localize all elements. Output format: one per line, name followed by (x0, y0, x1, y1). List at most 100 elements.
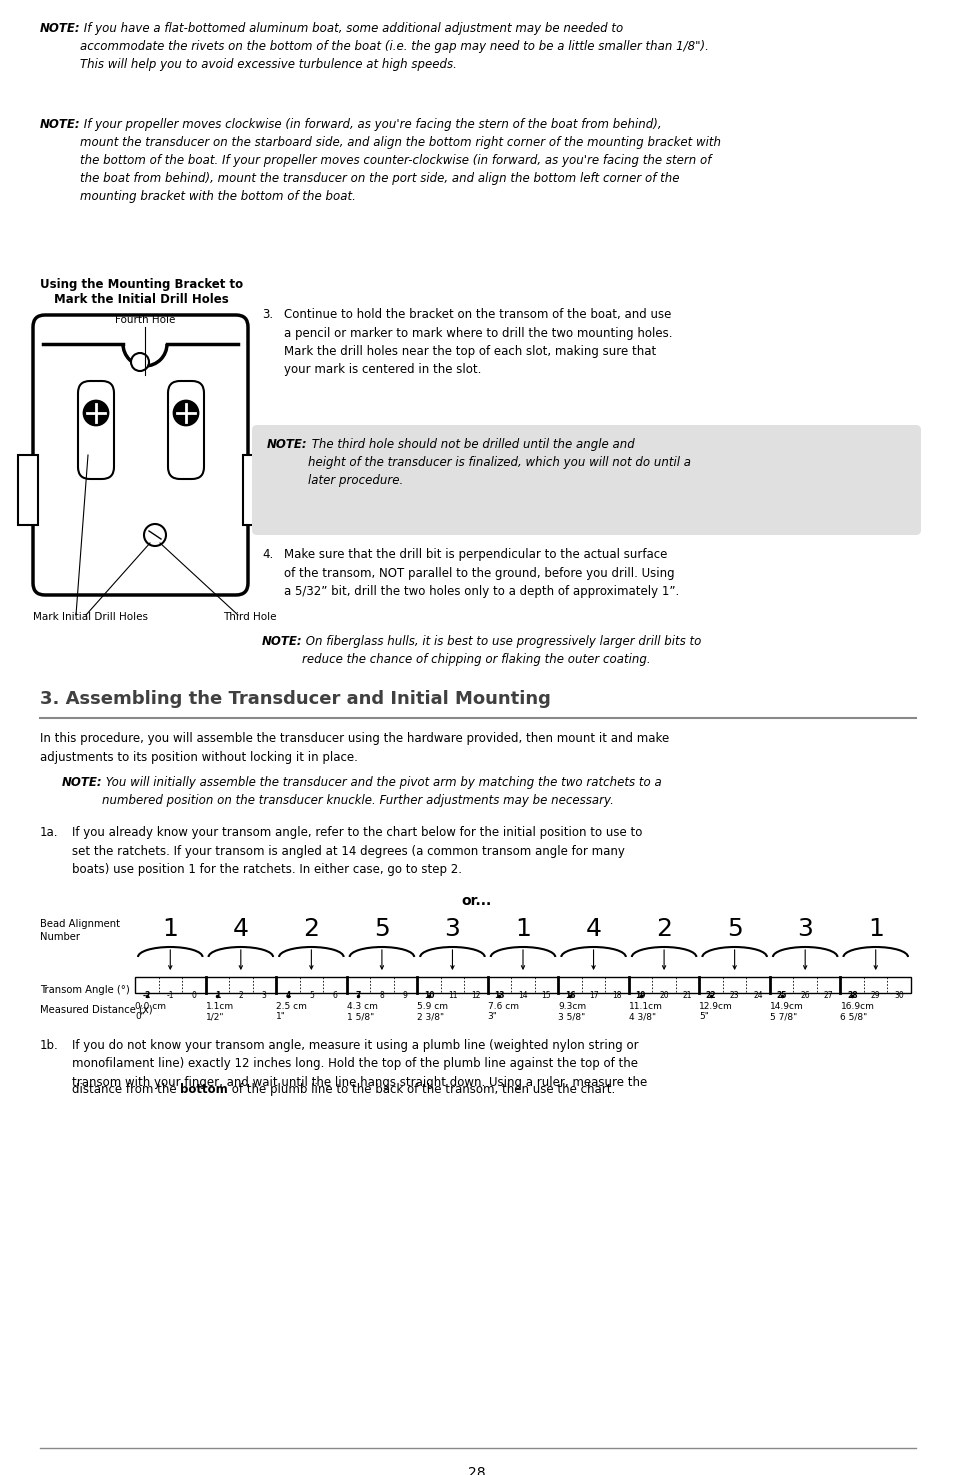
Text: 2: 2 (656, 917, 671, 941)
Circle shape (144, 524, 166, 546)
Text: Mark the Initial Drill Holes: Mark the Initial Drill Holes (54, 294, 229, 305)
FancyBboxPatch shape (33, 316, 248, 594)
Text: If you already know your transom angle, refer to the chart below for the initial: If you already know your transom angle, … (71, 826, 641, 876)
Text: 2: 2 (303, 917, 319, 941)
Text: 5: 5 (309, 991, 314, 1000)
Text: 3: 3 (797, 917, 812, 941)
Text: 0.0 cm: 0.0 cm (135, 1002, 166, 1010)
Text: Continue to hold the bracket on the transom of the boat, and use
a pencil or mar: Continue to hold the bracket on the tran… (284, 308, 672, 376)
Text: 6: 6 (332, 991, 337, 1000)
Text: 14: 14 (517, 991, 527, 1000)
Text: distance from the: distance from the (71, 1083, 180, 1096)
Text: NOTE:: NOTE: (40, 118, 81, 131)
Text: You will initially assemble the transducer and the pivot arm by matching the two: You will initially assemble the transduc… (102, 776, 661, 807)
Text: NOTE:: NOTE: (262, 636, 302, 648)
Text: 0": 0" (135, 1012, 145, 1021)
Text: Using the Mounting Bracket to: Using the Mounting Bracket to (40, 277, 243, 291)
FancyBboxPatch shape (168, 381, 204, 479)
Text: 18: 18 (612, 991, 621, 1000)
Bar (18, 454, 38, 525)
Text: In this procedure, you will assemble the transducer using the hardware provided,: In this procedure, you will assemble the… (40, 732, 669, 764)
Text: 3: 3 (444, 917, 460, 941)
Text: 3: 3 (262, 991, 267, 1000)
FancyBboxPatch shape (252, 425, 920, 535)
Text: NOTE:: NOTE: (267, 438, 307, 451)
Text: 1b.: 1b. (40, 1038, 59, 1052)
Text: 7.6 cm: 7.6 cm (487, 1002, 518, 1010)
Text: or...: or... (461, 894, 492, 909)
Text: 5.9 cm: 5.9 cm (416, 1002, 448, 1010)
Text: 17: 17 (588, 991, 598, 1000)
Text: 5: 5 (374, 917, 390, 941)
Text: 15: 15 (541, 991, 551, 1000)
Text: 16.9cm: 16.9cm (840, 1002, 873, 1010)
Text: Make sure that the drill bit is perpendicular to the actual surface
of the trans: Make sure that the drill bit is perpendi… (284, 549, 679, 597)
Text: 3 5/8": 3 5/8" (558, 1012, 585, 1021)
Text: 2 3/8": 2 3/8" (416, 1012, 444, 1021)
Text: Third Hole: Third Hole (223, 612, 276, 622)
Text: 1": 1" (275, 1012, 286, 1021)
Text: 4: 4 (285, 991, 290, 1000)
Text: 11: 11 (447, 991, 456, 1000)
Text: 4: 4 (585, 917, 601, 941)
Text: NOTE:: NOTE: (62, 776, 103, 789)
Text: 5": 5" (699, 1012, 708, 1021)
Text: 27: 27 (823, 991, 833, 1000)
Text: 9: 9 (402, 991, 408, 1000)
Text: 25: 25 (776, 991, 786, 1000)
Text: 23: 23 (729, 991, 739, 1000)
Text: If you do not know your transom angle, measure it using a plumb line (weighted n: If you do not know your transom angle, m… (71, 1038, 646, 1089)
Bar (243, 454, 263, 525)
Text: 12: 12 (471, 991, 480, 1000)
Text: 4 3/8": 4 3/8" (628, 1012, 656, 1021)
Text: 11.1cm: 11.1cm (628, 1002, 662, 1010)
Text: 1: 1 (867, 917, 882, 941)
Text: 16: 16 (564, 991, 575, 1000)
Text: 29: 29 (870, 991, 880, 1000)
Text: 14.9cm: 14.9cm (769, 1002, 802, 1010)
Text: 3.: 3. (262, 308, 273, 322)
Text: The third hole should not be drilled until the angle and
height of the transduce: The third hole should not be drilled unt… (308, 438, 690, 487)
Text: 1: 1 (162, 917, 178, 941)
Text: 4.3 cm: 4.3 cm (346, 1002, 377, 1010)
Text: 5: 5 (726, 917, 741, 941)
Text: 1: 1 (214, 991, 220, 1000)
Text: 1a.: 1a. (40, 826, 58, 839)
Text: of the plumb line to the back of the transom, then use the chart.: of the plumb line to the back of the tra… (228, 1083, 615, 1096)
Text: 1.1cm: 1.1cm (205, 1002, 233, 1010)
Text: 12.9cm: 12.9cm (699, 1002, 732, 1010)
Text: NOTE:: NOTE: (40, 22, 81, 35)
FancyBboxPatch shape (78, 381, 113, 479)
Text: 5 7/8": 5 7/8" (769, 1012, 797, 1021)
Text: 30: 30 (893, 991, 903, 1000)
Text: 1 5/8": 1 5/8" (346, 1012, 374, 1021)
Text: 0: 0 (192, 991, 196, 1000)
Text: 4: 4 (233, 917, 249, 941)
Text: 7: 7 (355, 991, 360, 1000)
Text: 26: 26 (800, 991, 809, 1000)
Text: 1/2": 1/2" (205, 1012, 224, 1021)
Text: bottom: bottom (180, 1083, 228, 1096)
Circle shape (131, 353, 149, 372)
Text: On fiberglass hulls, it is best to use progressively larger drill bits to
reduce: On fiberglass hulls, it is best to use p… (302, 636, 700, 667)
Text: 2.5 cm: 2.5 cm (275, 1002, 307, 1010)
Text: 3. Assembling the Transducer and Initial Mounting: 3. Assembling the Transducer and Initial… (40, 690, 550, 708)
Text: 3": 3" (487, 1012, 497, 1021)
Text: 1: 1 (515, 917, 531, 941)
Text: 21: 21 (682, 991, 692, 1000)
Text: If you have a flat-bottomed aluminum boat, some additional adjustment may be nee: If you have a flat-bottomed aluminum boa… (80, 22, 708, 71)
Text: 2: 2 (238, 991, 243, 1000)
Text: Mark Initial Drill Holes: Mark Initial Drill Holes (33, 612, 148, 622)
Text: -2: -2 (142, 991, 151, 1000)
Text: -1: -1 (167, 991, 173, 1000)
Text: 28: 28 (468, 1466, 485, 1475)
Text: 10: 10 (423, 991, 434, 1000)
Text: Measured Distance (x): Measured Distance (x) (40, 1004, 152, 1013)
Text: 22: 22 (705, 991, 716, 1000)
Text: 24: 24 (753, 991, 762, 1000)
Text: Fourth Hole: Fourth Hole (114, 316, 175, 324)
Text: 4.: 4. (262, 549, 273, 560)
Text: 8: 8 (379, 991, 384, 1000)
Text: 9.3cm: 9.3cm (558, 1002, 586, 1010)
Text: Bead Alignment
Number: Bead Alignment Number (40, 919, 120, 943)
